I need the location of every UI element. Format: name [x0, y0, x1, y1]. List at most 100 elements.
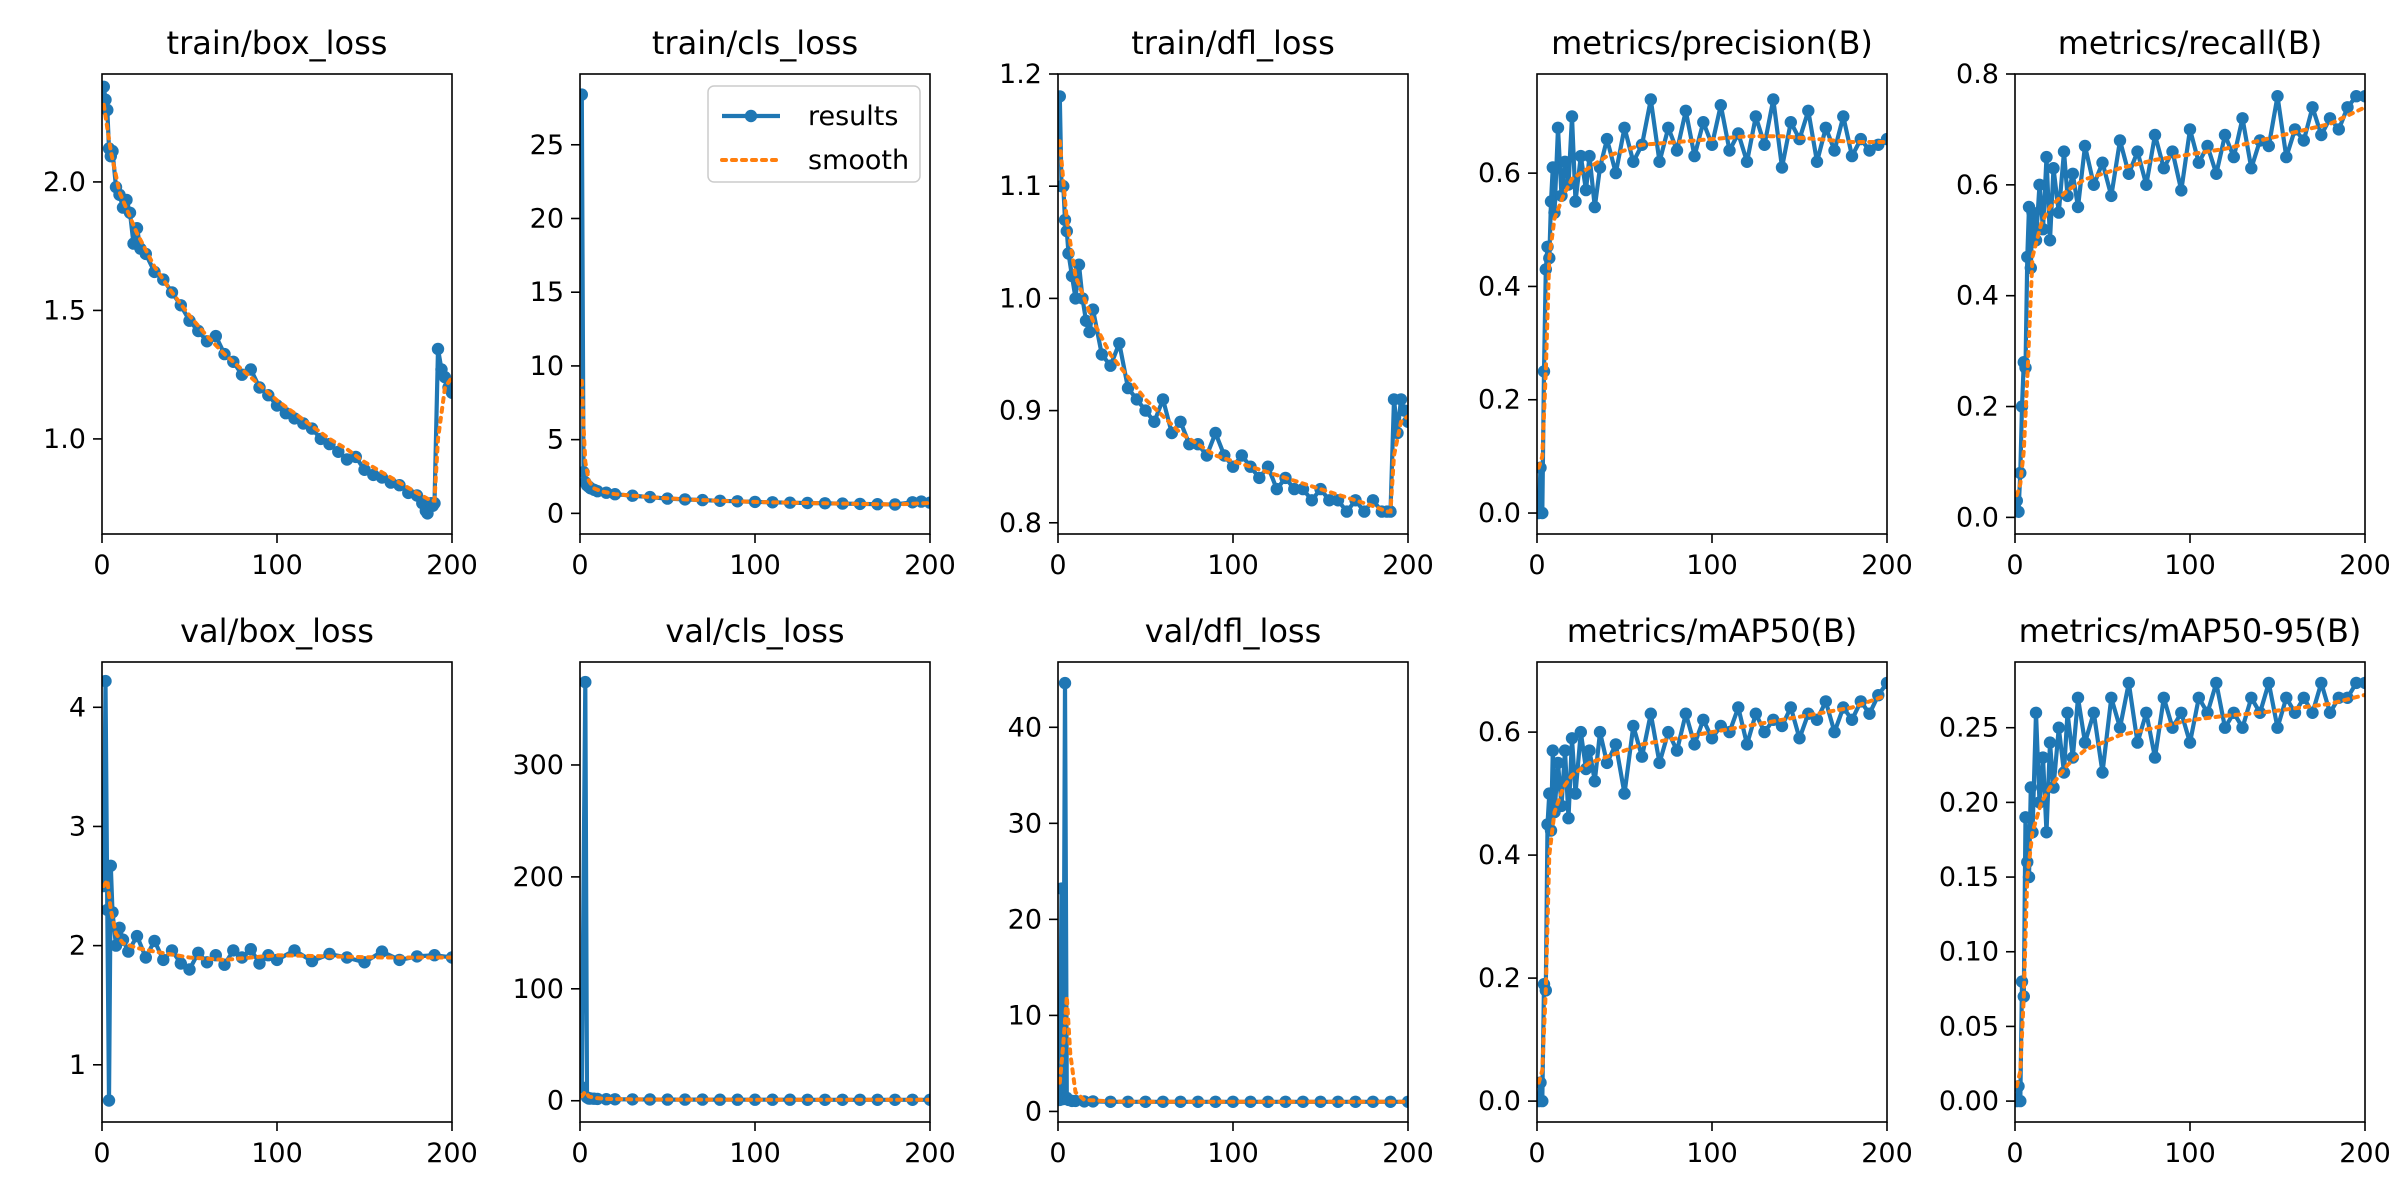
results-point [1358, 505, 1371, 518]
results-point [2105, 691, 2118, 704]
results-point [2350, 90, 2363, 103]
y-tick-label: 10 [530, 351, 564, 382]
plot-area [1537, 93, 1887, 520]
results-point [1394, 393, 1408, 406]
results-point [1579, 762, 1593, 776]
results-point [1288, 482, 1301, 496]
results-point [1058, 882, 1068, 895]
x-tick-label: 100 [1686, 550, 1738, 581]
results-point [1558, 155, 1572, 168]
results-point [678, 1093, 692, 1106]
results-point [1670, 144, 1684, 157]
results-point [2297, 691, 2310, 704]
results-point [1579, 183, 1593, 197]
results-point [2315, 676, 2328, 690]
results-point [174, 957, 187, 970]
subplot-1: train/box_loss 0 100 200 1.0 1.5 2.0 [43, 24, 478, 581]
results-point [1588, 200, 1602, 214]
results-point [1705, 138, 1719, 151]
results-point [748, 1093, 762, 1106]
subplot-4: metrics/precision(B) 0 100 200 0.0 0.2 0.4 0.6 [1478, 24, 1913, 581]
results-point [2066, 167, 2079, 180]
results-point [1880, 676, 1887, 690]
y-tick-label: 0.00 [1939, 1086, 1999, 1117]
results-point [393, 479, 406, 492]
x-tick-label: 200 [904, 550, 956, 581]
x-tick-label: 100 [2164, 1138, 2216, 1169]
results-point [139, 951, 152, 964]
x-tick-label: 100 [2164, 550, 2216, 581]
results-point [2026, 206, 2039, 219]
results-point [1139, 404, 1152, 417]
results-point [1058, 676, 1072, 690]
x-tick-label: 100 [1207, 1138, 1259, 1169]
y-tick-label: 4 [69, 692, 86, 723]
results-point [2332, 123, 2345, 136]
y-tick-label: 0.15 [1939, 862, 1999, 893]
results-point [1618, 121, 1631, 134]
y-tick-label: 0.0 [1478, 498, 1521, 529]
results-point [1072, 258, 1086, 271]
results-point [1569, 195, 1582, 208]
results-point [1574, 725, 1588, 739]
results-point [1810, 155, 1824, 168]
x-tick-label: 0 [1049, 1138, 1066, 1169]
results-point [1209, 1095, 1222, 1109]
results-point [2323, 706, 2337, 719]
results-point [2175, 706, 2188, 719]
subplot-title: val/cls_loss [665, 612, 844, 650]
y-tick-label: 0.9 [999, 396, 1042, 427]
plot-area [2015, 90, 2365, 518]
subplot-6: val/box_loss 0 100 200 1 2 3 4 [69, 612, 478, 1169]
results-point [2036, 751, 2050, 764]
results-point [2087, 178, 2100, 191]
y-tick-label: 0 [547, 498, 564, 529]
results-point [1058, 90, 1066, 103]
results-point [783, 496, 797, 509]
y-tick-label: 0.25 [1939, 713, 1999, 744]
results-point [1583, 149, 1596, 163]
subplot-title: val/dfl_loss [1145, 612, 1322, 650]
results-point [2078, 736, 2092, 749]
results-point [2306, 706, 2319, 719]
y-tick-label: 0.6 [1956, 170, 1999, 201]
results-point [1609, 166, 1623, 180]
subplot-title: train/box_loss [167, 24, 388, 62]
x-tick-label: 200 [2339, 550, 2391, 581]
results-point [1653, 155, 1666, 168]
results-point [192, 946, 205, 959]
results-point [1095, 348, 1109, 361]
subplot-title: metrics/mAP50-95(B) [2019, 612, 2362, 650]
subplot-5: metrics/recall(B) 0 100 200 0.0 0.2 0.4 0.6 0.8 [1956, 24, 2391, 581]
y-tick-label: 0.0 [1478, 1086, 1521, 1117]
y-tick-label: 40 [1008, 712, 1042, 743]
results-point [1588, 775, 1602, 788]
subplot-8: val/dfl_loss 0 100 200 0 10 20 30 40 [1008, 612, 1434, 1169]
subplot-title: metrics/mAP50(B) [1567, 612, 1858, 650]
results-point [1714, 99, 1728, 112]
y-tick-label: 20 [1008, 904, 1042, 935]
results-point [1635, 750, 1649, 763]
results-point [2306, 101, 2319, 114]
results-point [1863, 144, 1876, 157]
y-tick-label: 100 [512, 974, 564, 1005]
results-point [1662, 121, 1675, 134]
y-tick-label: 0.4 [1956, 281, 1999, 312]
x-tick-label: 100 [729, 550, 781, 581]
x-tick-label: 0 [93, 550, 110, 581]
results-point [2262, 139, 2275, 153]
results-point [1688, 738, 1701, 751]
results-point [227, 944, 240, 957]
results-point [1819, 695, 1833, 708]
y-tick-label: 0.2 [1478, 385, 1521, 416]
y-tick-label: 0.4 [1478, 271, 1521, 302]
results-point [2140, 178, 2153, 191]
results-point [305, 954, 319, 968]
results-point [888, 1093, 902, 1107]
results-point [1139, 1095, 1152, 1109]
plot-area [102, 80, 452, 520]
results-point [445, 386, 452, 399]
results-point [2271, 90, 2284, 103]
